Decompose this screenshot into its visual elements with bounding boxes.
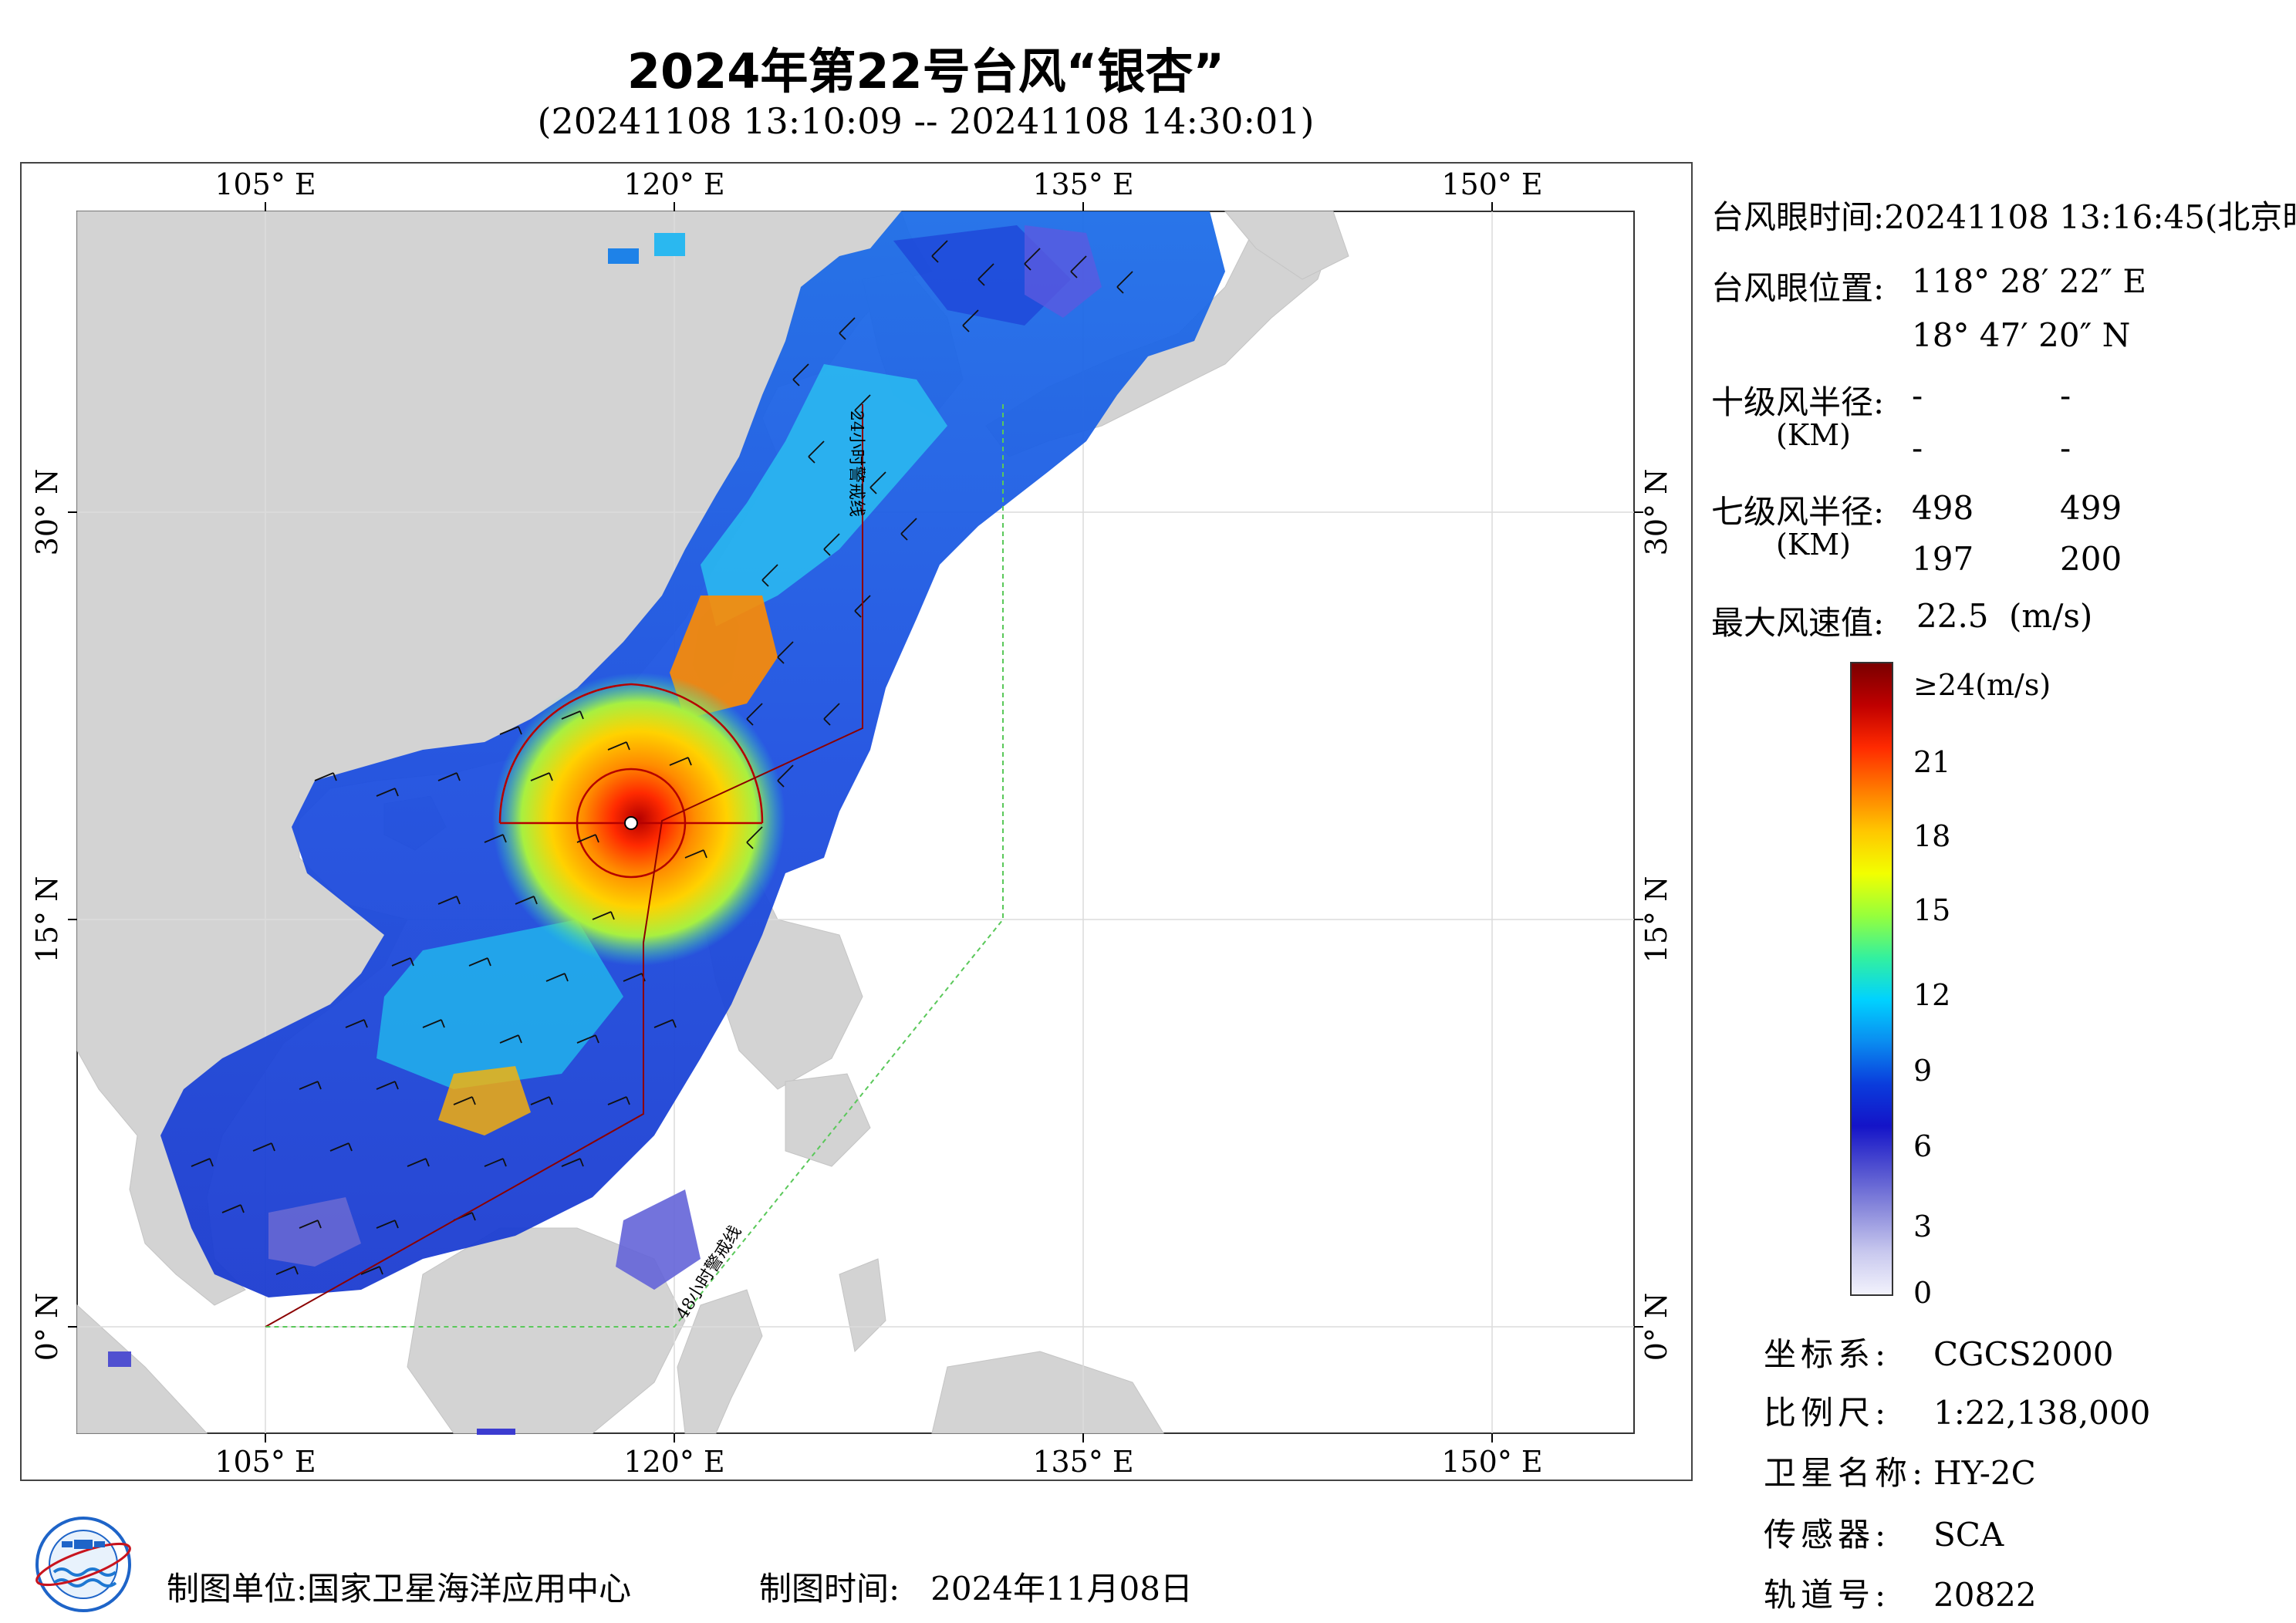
colorbar-gradient xyxy=(1852,663,1892,1294)
crs-row: 坐标系: CGCS2000 xyxy=(1764,1328,2113,1375)
r10-value-nw: - xyxy=(2060,429,2071,467)
orbit-row: 轨道号: 20822 xyxy=(1764,1569,2037,1616)
r7-value-sw: 197 xyxy=(1912,540,1974,578)
warning-line-24h xyxy=(265,404,863,1328)
crs-label: 坐标系: xyxy=(1764,1335,1891,1373)
lat-tick-left-0: 0° N xyxy=(30,1293,64,1361)
r7-unit: (KM) xyxy=(1776,528,1851,562)
date-value: 2024年11月08日 xyxy=(930,1570,1193,1608)
producer-row: 制图单位:国家卫星海洋应用中心 xyxy=(167,1563,631,1610)
warning-line-48h xyxy=(265,404,1004,1328)
label-24h-line: 24小时警戒线 xyxy=(846,410,866,517)
time-range-subtitle: (20241108 13:10:09 -- 20241108 14:30:01) xyxy=(537,100,1315,142)
lat-tick-right-30: 30° N xyxy=(1639,469,1673,556)
nsoas-logo-icon xyxy=(35,1517,131,1612)
sensor-value: SCA xyxy=(1933,1516,2004,1554)
lon-tick-top-150: 150° E xyxy=(1441,167,1542,201)
r7-value-ne: 498 xyxy=(1912,489,1974,527)
scale-label: 比例尺: xyxy=(1764,1394,1891,1432)
lon-tick-top-105: 105° E xyxy=(214,167,316,201)
lon-tick-bottom-105: 105° E xyxy=(214,1445,316,1479)
eye-time-row: 台风眼时间:20241108 13:16:45(北京时) xyxy=(1711,191,2296,238)
colorbar xyxy=(1850,662,1893,1296)
max-wind-label: 最大风速值: xyxy=(1711,604,1885,642)
r10-unit: (KM) xyxy=(1776,418,1851,452)
max-wind-unit: (m/s) xyxy=(2009,597,2093,635)
max-wind-value: 22.5 xyxy=(1916,597,1989,635)
scale-row: 比例尺: 1:22,138,000 xyxy=(1764,1387,2150,1434)
satellite-label: 卫星名称: xyxy=(1764,1454,1928,1492)
colorbar-label-21: 21 xyxy=(1913,745,1951,779)
scale-value: 1:22,138,000 xyxy=(1933,1394,2151,1432)
colorbar-label-12: 12 xyxy=(1913,978,1951,1012)
lon-tick-top-135: 135° E xyxy=(1032,167,1133,201)
eye-time-label: 台风眼时间: xyxy=(1711,198,1885,236)
lon-tick-bottom-120: 120° E xyxy=(623,1445,724,1479)
map-frame: 24小时警戒线 48小时警戒线 105° E 120° E 135° E 150… xyxy=(20,162,1693,1481)
colorbar-label-3: 3 xyxy=(1913,1210,1933,1243)
r10-value-sw: - xyxy=(1912,429,1923,467)
sulawesi xyxy=(677,1289,763,1434)
halmahera xyxy=(839,1258,886,1353)
r7-label: 七级风半径: xyxy=(1711,493,1885,531)
eye-latitude: 18° 47′ 20″ N xyxy=(1912,316,2131,354)
date-label: 制图时间: xyxy=(759,1570,900,1608)
r7-value-se: 499 xyxy=(2060,489,2122,527)
lat-tick-right-15: 15° N xyxy=(1639,876,1673,963)
sumatra xyxy=(76,1304,208,1434)
producer-label: 制图单位: xyxy=(167,1570,308,1608)
sensor-label: 传感器: xyxy=(1764,1516,1891,1554)
colorbar-label-15: 15 xyxy=(1913,893,1951,927)
colorbar-label-9: 9 xyxy=(1913,1054,1933,1088)
eye-position-label: 台风眼位置: xyxy=(1711,269,1885,307)
colorbar-label-18: 18 xyxy=(1913,819,1951,853)
lon-tick-bottom-135: 135° E xyxy=(1032,1445,1133,1479)
mindanao xyxy=(785,1073,871,1167)
sensor-row: 传感器: SCA xyxy=(1764,1509,2004,1556)
lon-tick-top-120: 120° E xyxy=(623,167,724,201)
date-row: 制图时间: 2024年11月08日 xyxy=(759,1563,1193,1610)
borneo xyxy=(407,1227,686,1434)
new-guinea xyxy=(931,1351,1164,1434)
eye-longitude: 118° 28′ 22″ E xyxy=(1912,262,2146,300)
orbit-label: 轨道号: xyxy=(1764,1576,1891,1614)
lat-tick-left-30: 30° N xyxy=(30,469,64,556)
lat-tick-right-0: 0° N xyxy=(1639,1293,1673,1361)
wind-field-map: 24小时警戒线 48小时警戒线 105° E 120° E 135° E 150… xyxy=(30,167,1673,1479)
wind-barbs xyxy=(191,240,1133,1275)
colorbar-label-6: 6 xyxy=(1913,1129,1933,1163)
graticule xyxy=(77,211,1634,1433)
r10-value-ne: - xyxy=(1912,376,1923,414)
typhoon-eye xyxy=(624,816,638,830)
crs-value: CGCS2000 xyxy=(1933,1335,2114,1373)
colorbar-label-0: 0 xyxy=(1913,1276,1933,1310)
lat-tick-left-15: 15° N xyxy=(30,876,64,963)
colorbar-label-24: ≥24(m/s) xyxy=(1913,668,2051,702)
lon-tick-bottom-150: 150° E xyxy=(1441,1445,1542,1479)
r7-value-nw: 200 xyxy=(2060,540,2122,578)
satellite-value: HY-2C xyxy=(1933,1454,2036,1492)
typhoon-core xyxy=(492,673,785,966)
tick-marks xyxy=(68,202,1643,1442)
r10-label: 十级风半径: xyxy=(1711,383,1885,421)
warning-lines xyxy=(265,404,1004,1328)
eye-time-value: 20241108 13:16:45(北京时) xyxy=(1884,198,2296,236)
satellite-row: 卫星名称: HY-2C xyxy=(1764,1447,2036,1494)
hokkaido xyxy=(1224,211,1349,280)
r10-value-se: - xyxy=(2060,376,2071,414)
orbit-value: 20822 xyxy=(1933,1576,2037,1614)
producer-value: 国家卫星海洋应用中心 xyxy=(307,1570,632,1608)
map-title: 2024年第22号台风“银杏” xyxy=(626,43,1225,100)
